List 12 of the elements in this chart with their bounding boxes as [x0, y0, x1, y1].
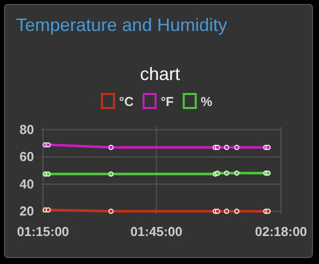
y-tick-label: 60 — [20, 149, 34, 164]
chart-title: chart — [140, 64, 180, 84]
legend-label: °F — [160, 94, 174, 109]
y-tick-label: 40 — [20, 176, 34, 192]
y-tick-label: 20 — [20, 203, 34, 218]
y-tick-label: 80 — [20, 122, 34, 137]
legend-label: °C — [119, 94, 134, 109]
chart-subtitle: Temperature and Humidity — [16, 15, 228, 35]
x-tick-label: 01:45:00 — [130, 224, 182, 240]
x-tick-label: 02:18:00 — [254, 224, 308, 240]
legend-label: % — [200, 94, 213, 109]
x-tick-label: 01:15:00 — [16, 224, 70, 240]
